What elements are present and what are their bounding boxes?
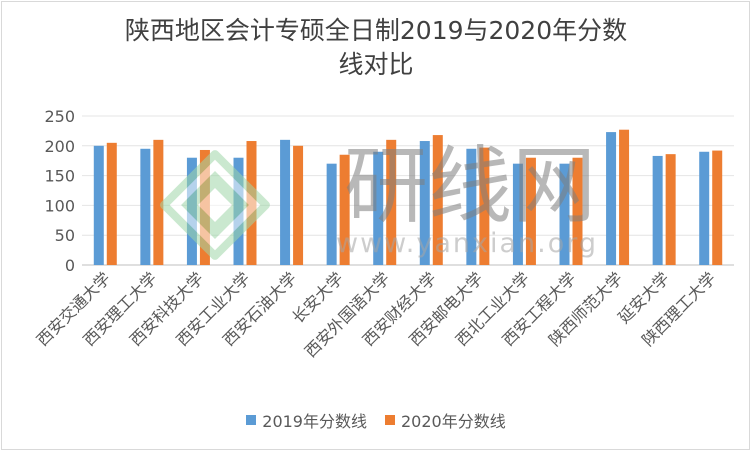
bar-2020 (619, 129, 630, 265)
bar-2020 (153, 139, 164, 265)
bar-2020 (572, 157, 583, 265)
bar-2020 (479, 147, 490, 265)
y-tick-label: 200 (44, 137, 75, 156)
bar-2019 (280, 139, 291, 265)
bar-2020 (432, 135, 443, 265)
legend: 2019年分数线 2020年分数线 (0, 408, 752, 432)
watermark-logo-mark (160, 150, 270, 260)
x-axis-labels: 西安交通大学西安理工大学西安科技大学西安工业大学西安石油大学长安大学西安外国语大… (33, 268, 720, 361)
watermark-logo: 研线网 www.yanxian.org (160, 137, 598, 260)
bar-2019 (699, 151, 710, 265)
bar-2020 (106, 142, 117, 265)
y-tick-label: 100 (44, 196, 75, 215)
y-tick-label: 250 (44, 107, 75, 126)
bar-2019 (373, 151, 384, 265)
y-tick-label: 150 (44, 167, 75, 186)
bar-2020 (386, 139, 397, 265)
bar-2019 (466, 148, 477, 265)
bar-2019 (140, 148, 151, 265)
bar-2020 (665, 154, 676, 265)
bar-2019 (419, 141, 430, 265)
y-tick-label: 0 (65, 256, 75, 275)
legend-swatch-2019 (246, 415, 257, 425)
bar-2020 (525, 157, 536, 265)
bar-2020 (293, 145, 304, 265)
bar-2019 (606, 132, 617, 265)
bar-2020 (339, 154, 350, 265)
bar-2019 (512, 163, 523, 265)
bar-2019 (93, 145, 104, 265)
chart-title: 陕西地区会计专硕全日制2019与2020年分数 线对比 (0, 14, 752, 82)
chart-title-line1: 陕西地区会计专硕全日制2019与2020年分数 (124, 16, 628, 45)
legend-label-2019: 2019年分数线 (262, 412, 367, 431)
watermark-url-text: www.yanxian.org (336, 228, 598, 259)
watermark-cn-text: 研线网 (344, 137, 596, 235)
bar-2019 (559, 163, 570, 265)
legend-label-2020: 2020年分数线 (401, 412, 506, 431)
legend-item-2019: 2019年分数线 (246, 408, 367, 432)
legend-swatch-2020 (385, 415, 395, 425)
y-tick-label: 50 (55, 226, 75, 245)
bar-2020 (712, 150, 723, 265)
bar-2019 (652, 155, 663, 265)
chart-title-line2: 线对比 (338, 50, 414, 79)
legend-item-2020: 2020年分数线 (385, 408, 506, 432)
y-axis: 0 50 100 150 200 250 (44, 107, 75, 275)
bar-2019 (326, 163, 337, 265)
